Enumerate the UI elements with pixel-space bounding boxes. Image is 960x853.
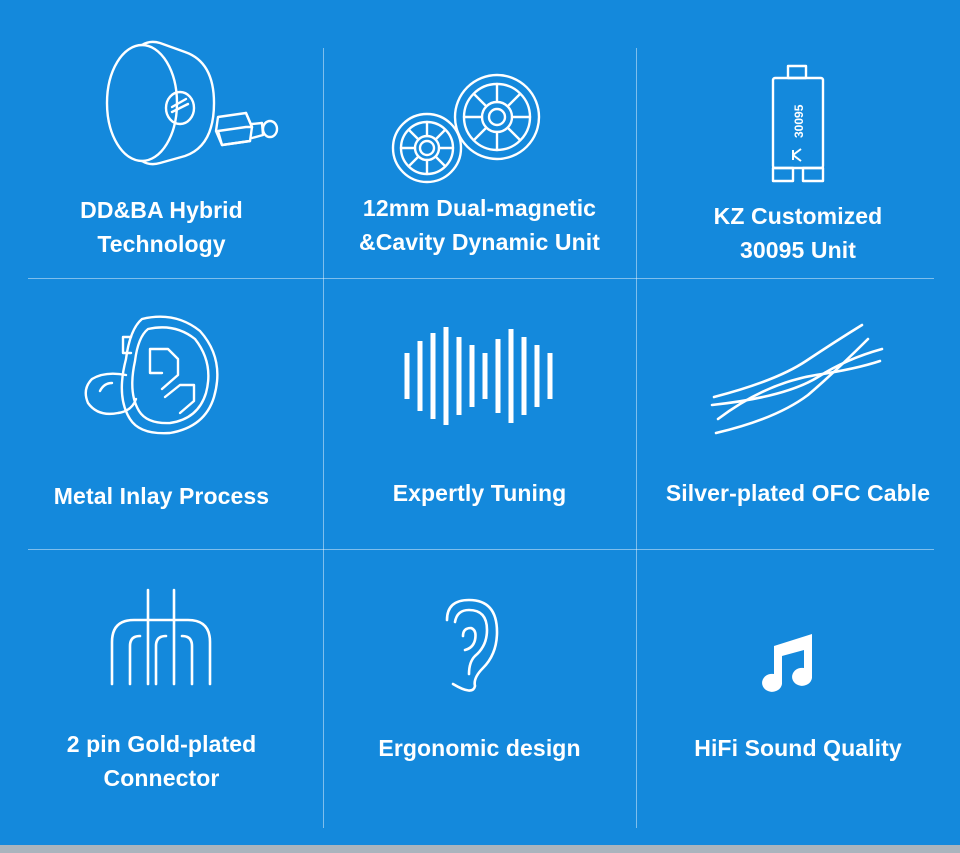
feature-label-line: 2 pin Gold-plated [66, 731, 257, 757]
feature-silver-plated-cable: Silver-plated OFC Cable [636, 279, 960, 549]
feature-label-line: 12mm Dual-magnetic [362, 195, 597, 221]
feature-expertly-tuning: Expertly Tuning [323, 279, 636, 549]
feature-label-line: Ergonomic design [378, 735, 581, 761]
dual-magnetic-driver-icon [391, 73, 541, 184]
divider-vertical [636, 48, 637, 828]
feature-label-line: Connector [103, 765, 220, 791]
earphone-icon [84, 315, 219, 435]
feature-label-line: Technology [97, 231, 226, 257]
feature-label-line: KZ Customized [713, 203, 883, 229]
feature-kz-customized-unit: 30095 KZ Customized 30095 Unit [636, 0, 960, 278]
bottom-strip [0, 845, 960, 853]
twisted-cable-icon [710, 323, 884, 435]
feature-label-line: &Cavity Dynamic Unit [358, 229, 600, 255]
sound-wave-icon [404, 327, 553, 425]
feature-label-line: Metal Inlay Process [53, 483, 270, 509]
feature-label-line: Expertly Tuning [392, 480, 567, 506]
feature-hybrid-technology: DD&BA Hybrid Technology [0, 0, 323, 278]
divider-horizontal [28, 549, 934, 550]
feature-label-line: HiFi Sound Quality [694, 735, 902, 761]
feature-ergonomic-design: Ergonomic design [323, 550, 636, 828]
unit-marking: 30095 [792, 104, 806, 138]
music-note-icon [762, 634, 812, 692]
balanced-armature-unit-icon: 30095 [771, 64, 825, 183]
divider-horizontal [28, 278, 934, 279]
feature-metal-inlay-process: Metal Inlay Process [0, 279, 323, 549]
feature-label-line: DD&BA Hybrid [80, 197, 243, 223]
ear-icon [445, 598, 499, 692]
feature-hifi-sound-quality: HiFi Sound Quality [636, 550, 960, 828]
hybrid-driver-icon [105, 40, 279, 166]
two-pin-connector-icon [110, 588, 212, 686]
divider-vertical [323, 48, 324, 828]
feature-label-line: 30095 Unit [739, 237, 857, 263]
feature-label-line: Silver-plated OFC Cable [665, 480, 931, 506]
feature-gold-plated-connector: 2 pin Gold-plated Connector [0, 550, 323, 828]
feature-dual-magnetic-unit: 12mm Dual-magnetic &Cavity Dynamic Unit [323, 0, 636, 278]
